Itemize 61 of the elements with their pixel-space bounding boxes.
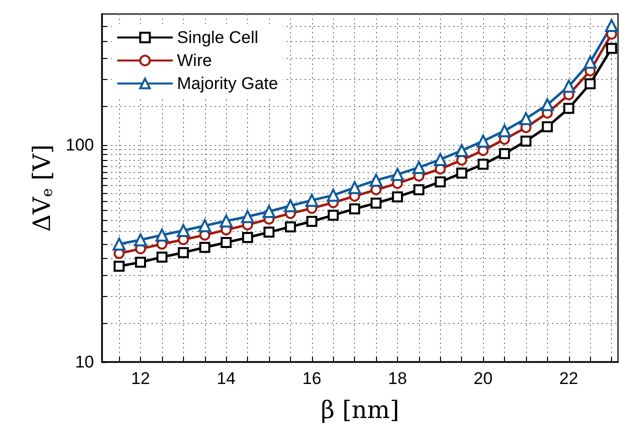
point <box>306 216 318 227</box>
point <box>264 226 275 238</box>
point <box>412 160 426 174</box>
point <box>455 144 468 158</box>
point <box>135 256 146 268</box>
y-tick-label: 10 <box>75 352 94 372</box>
y-axis-title: ΔVe [V] <box>28 144 56 232</box>
point <box>328 210 339 221</box>
point <box>112 238 126 251</box>
point <box>176 224 190 238</box>
point <box>434 176 446 188</box>
point <box>563 102 574 114</box>
point <box>284 199 297 212</box>
point <box>519 112 532 126</box>
point <box>220 236 232 248</box>
x-tick-label: 16 <box>302 369 322 388</box>
point <box>114 260 125 272</box>
point <box>370 198 382 209</box>
point <box>562 80 576 93</box>
point <box>326 188 340 202</box>
x-tick-label: 20 <box>474 369 493 388</box>
point <box>606 42 618 54</box>
point <box>241 210 254 224</box>
x-axis-title: β [nm] <box>320 396 400 424</box>
point <box>370 174 383 187</box>
point <box>456 168 468 179</box>
y-tick-label: 100 <box>66 135 94 154</box>
point <box>584 56 597 69</box>
point <box>156 252 168 263</box>
point <box>242 232 254 244</box>
point <box>220 214 233 228</box>
point <box>540 98 554 112</box>
legend-label: Wire <box>177 51 212 70</box>
point <box>476 134 490 148</box>
point <box>198 219 212 232</box>
x-tick-label: 22 <box>559 369 578 388</box>
point <box>305 194 318 207</box>
point <box>199 242 210 253</box>
point <box>542 121 553 132</box>
point <box>498 124 512 138</box>
point <box>413 184 424 196</box>
point <box>478 158 489 170</box>
point <box>499 148 510 160</box>
legend-label: Single Cell <box>177 28 258 47</box>
point <box>178 247 189 258</box>
x-tick-label: 14 <box>216 369 236 388</box>
point <box>584 78 596 90</box>
point <box>390 168 404 181</box>
point <box>520 136 532 147</box>
point <box>349 203 360 214</box>
point <box>348 181 362 194</box>
legend-label: Majority Gate <box>177 74 278 93</box>
x-tick-label: 18 <box>388 369 407 388</box>
point <box>434 152 447 166</box>
point <box>392 191 403 202</box>
point <box>155 228 168 242</box>
point <box>605 19 618 32</box>
x-tick-label: 12 <box>131 369 150 388</box>
point <box>134 233 148 246</box>
point <box>262 205 276 218</box>
point <box>284 221 296 232</box>
